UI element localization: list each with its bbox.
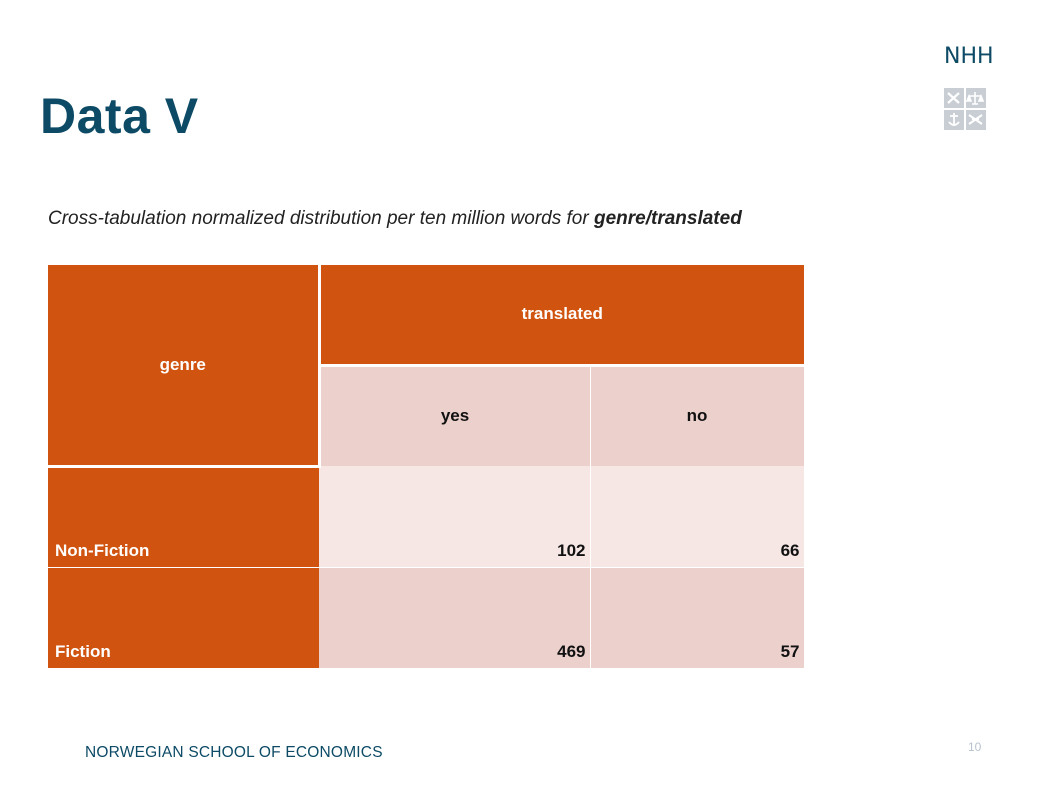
crosstab-table: genre translated yes no Non-Fiction 102 … xyxy=(48,265,805,669)
page-number: 10 xyxy=(968,740,982,754)
table-cell: 57 xyxy=(590,567,805,669)
table-cell: 469 xyxy=(319,567,591,669)
logo-text: NHH xyxy=(944,44,994,69)
caption-text: Cross-tabulation normalized distribution… xyxy=(48,208,594,229)
column-group-header: translated xyxy=(319,265,804,367)
table-cell: 66 xyxy=(590,466,805,568)
row-label: Fiction xyxy=(48,567,319,669)
nhh-crest-icon xyxy=(944,88,986,130)
row-label: Non-Fiction xyxy=(48,466,319,568)
table-row: Non-Fiction 102 66 xyxy=(48,466,805,568)
nhh-logo: NHH xyxy=(944,44,994,130)
column-header-yes: yes xyxy=(319,365,591,466)
table-cell: 102 xyxy=(319,466,591,568)
caption-emphasis: genre/translated xyxy=(593,208,742,229)
table-row: Fiction 469 57 xyxy=(48,567,805,669)
row-header-genre: genre xyxy=(48,265,321,468)
slide-title: Data V xyxy=(40,88,199,144)
table-caption: Cross-tabulation normalized distribution… xyxy=(48,208,742,230)
column-header-no: no xyxy=(590,365,805,466)
footer-institution: NORWEGIAN SCHOOL OF ECONOMICS xyxy=(85,744,383,761)
